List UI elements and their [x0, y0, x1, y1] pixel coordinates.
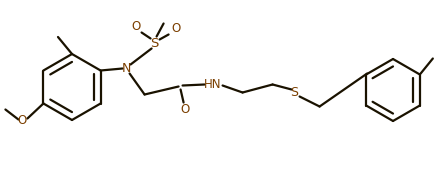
Text: N: N [122, 62, 131, 75]
Text: O: O [171, 22, 180, 35]
Text: S: S [150, 37, 159, 50]
Text: O: O [18, 114, 27, 127]
Text: O: O [180, 103, 189, 116]
Text: HN: HN [204, 78, 221, 91]
Text: O: O [131, 20, 140, 33]
Text: S: S [291, 86, 299, 99]
